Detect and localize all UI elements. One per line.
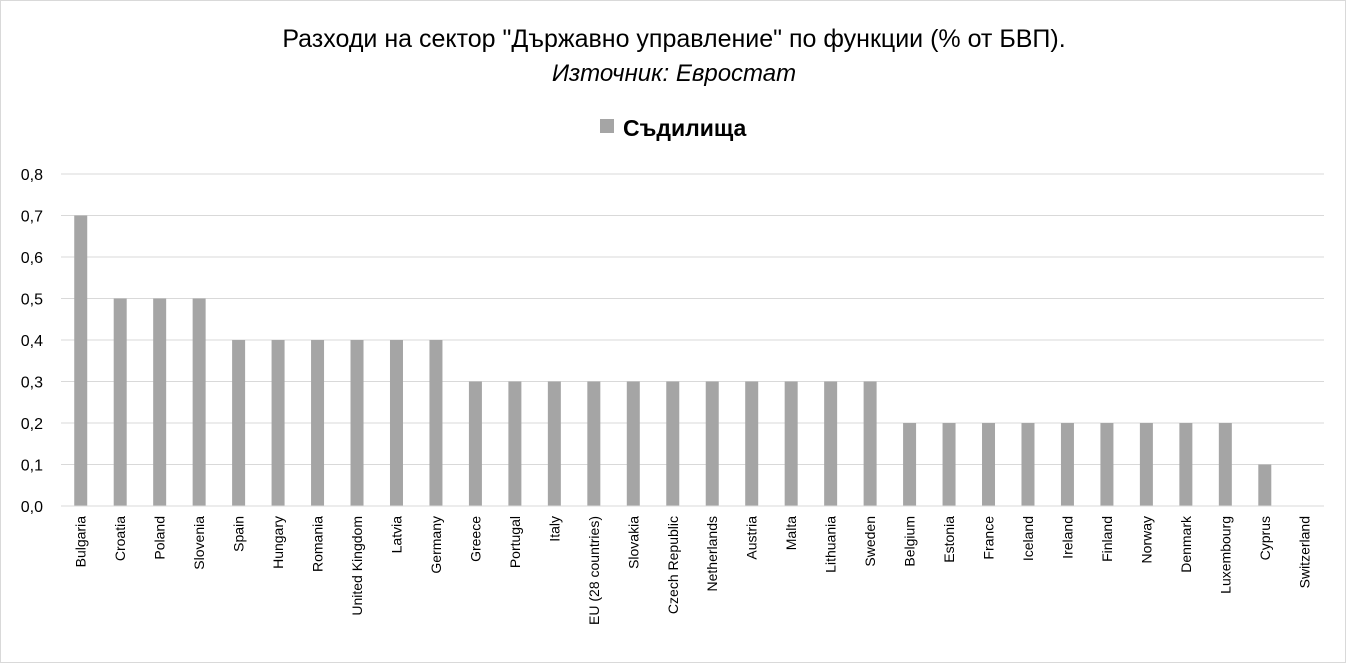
y-tick-label: 0,2 <box>21 416 43 433</box>
x-category-label: Netherlands <box>704 516 720 592</box>
bar <box>745 381 759 506</box>
x-category-label: Switzerland <box>1296 516 1312 588</box>
x-category-label: Luxembourg <box>1217 516 1233 594</box>
legend-swatch <box>600 119 614 133</box>
bar <box>903 423 917 506</box>
x-category-label: Romania <box>310 516 326 572</box>
y-axis-tick-labels: 0,0 0,1 0,2 0,3 0,4 0,5 0,6 0,7 0,8 <box>21 167 43 516</box>
bar <box>1218 423 1232 506</box>
x-category-label: Spain <box>231 516 247 552</box>
x-category-label: Portugal <box>507 516 523 568</box>
bar <box>824 381 838 506</box>
bar <box>1258 464 1272 506</box>
x-category-label: Slovakia <box>625 516 641 569</box>
x-category-label: Iceland <box>1020 516 1036 561</box>
x-category-label: Finland <box>1099 516 1115 562</box>
legend-label: Съдилища <box>623 115 747 141</box>
x-category-label: Cyprus <box>1257 516 1273 560</box>
bar <box>232 340 246 506</box>
bar <box>192 298 206 506</box>
chart-title: Разходи на сектор "Държавно управление" … <box>282 25 1065 53</box>
bar <box>389 340 403 506</box>
x-category-label: Croatia <box>112 516 128 561</box>
bar <box>666 381 680 506</box>
bar <box>508 381 522 506</box>
bar <box>547 381 561 506</box>
y-tick-label: 0,0 <box>21 499 43 516</box>
x-category-label: Greece <box>467 516 483 562</box>
x-category-label: Austria <box>744 516 760 560</box>
bar <box>705 381 719 506</box>
bar <box>1060 423 1074 506</box>
legend: Съдилища <box>600 115 747 141</box>
x-category-label: Czech Republic <box>665 516 681 614</box>
x-category-label: Germany <box>428 516 444 574</box>
bar <box>863 381 877 506</box>
bar <box>1100 423 1114 506</box>
x-axis-category-labels: Bulgaria Croatia Poland Slovenia Spain Hungar… <box>73 515 1313 625</box>
x-category-label: Malta <box>783 516 799 550</box>
y-tick-label: 0,4 <box>21 333 43 350</box>
bar <box>784 381 798 506</box>
x-category-label: Italy <box>546 516 562 542</box>
y-tick-label: 0,5 <box>21 292 43 309</box>
bar <box>626 381 640 506</box>
x-category-label: Latvia <box>388 516 404 554</box>
bar <box>942 423 956 506</box>
gridlines <box>61 173 1324 465</box>
y-tick-label: 0,6 <box>21 250 43 267</box>
x-category-label: Belgium <box>902 516 918 567</box>
bar <box>587 381 601 506</box>
bar <box>153 298 167 506</box>
x-category-label: Poland <box>152 516 168 560</box>
bar <box>429 340 443 506</box>
bar <box>311 340 325 506</box>
x-category-label: Bulgaria <box>73 516 89 568</box>
bar <box>113 298 127 506</box>
x-category-label: EU (28 countries) <box>586 516 602 625</box>
y-tick-label: 0,8 <box>21 167 43 184</box>
bar <box>74 215 88 506</box>
chart-subtitle: Източник: Евростат <box>552 60 796 87</box>
x-category-label: Ireland <box>1059 516 1075 559</box>
x-category-label: Hungary <box>270 516 286 569</box>
x-category-label: Slovenia <box>191 516 207 570</box>
y-tick-label: 0,3 <box>21 375 43 392</box>
bar <box>982 423 996 506</box>
x-category-label: France <box>981 516 997 560</box>
y-tick-label: 0,7 <box>21 209 43 226</box>
bar <box>271 340 285 506</box>
x-category-label: Lithuania <box>823 516 839 573</box>
bars <box>74 215 1272 506</box>
x-category-label: Sweden <box>862 516 878 567</box>
bar <box>468 381 482 506</box>
x-category-label: Estonia <box>941 516 957 563</box>
y-tick-label: 0,1 <box>21 458 43 475</box>
bar <box>350 340 364 506</box>
bar <box>1021 423 1035 506</box>
bar <box>1139 423 1153 506</box>
x-category-label: Norway <box>1138 516 1154 563</box>
x-category-label: Denmark <box>1178 515 1194 573</box>
bar <box>1179 423 1193 506</box>
x-category-label: United Kingdom <box>349 516 365 616</box>
